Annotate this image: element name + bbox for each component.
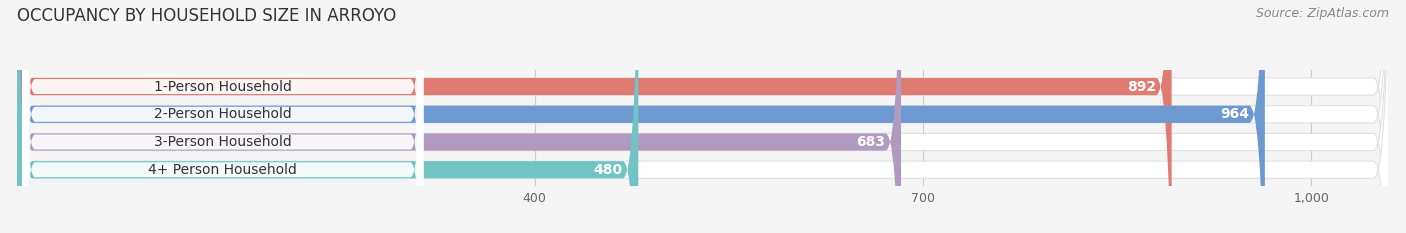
FancyBboxPatch shape xyxy=(22,0,423,233)
FancyBboxPatch shape xyxy=(22,0,423,233)
FancyBboxPatch shape xyxy=(17,0,1389,233)
Text: 964: 964 xyxy=(1220,107,1250,121)
Text: 4+ Person Household: 4+ Person Household xyxy=(148,163,297,177)
Text: 3-Person Household: 3-Person Household xyxy=(153,135,291,149)
Text: 2-Person Household: 2-Person Household xyxy=(153,107,291,121)
FancyBboxPatch shape xyxy=(17,0,638,233)
FancyBboxPatch shape xyxy=(17,0,1389,233)
FancyBboxPatch shape xyxy=(17,0,1389,233)
Text: 1-Person Household: 1-Person Household xyxy=(153,79,291,93)
FancyBboxPatch shape xyxy=(17,0,1389,233)
FancyBboxPatch shape xyxy=(17,0,1171,233)
Text: 683: 683 xyxy=(856,135,886,149)
Text: 480: 480 xyxy=(593,163,623,177)
Text: Source: ZipAtlas.com: Source: ZipAtlas.com xyxy=(1256,7,1389,20)
FancyBboxPatch shape xyxy=(17,0,1265,233)
Text: OCCUPANCY BY HOUSEHOLD SIZE IN ARROYO: OCCUPANCY BY HOUSEHOLD SIZE IN ARROYO xyxy=(17,7,396,25)
Text: 892: 892 xyxy=(1128,79,1156,93)
FancyBboxPatch shape xyxy=(17,0,901,233)
FancyBboxPatch shape xyxy=(22,0,423,233)
FancyBboxPatch shape xyxy=(22,0,423,233)
